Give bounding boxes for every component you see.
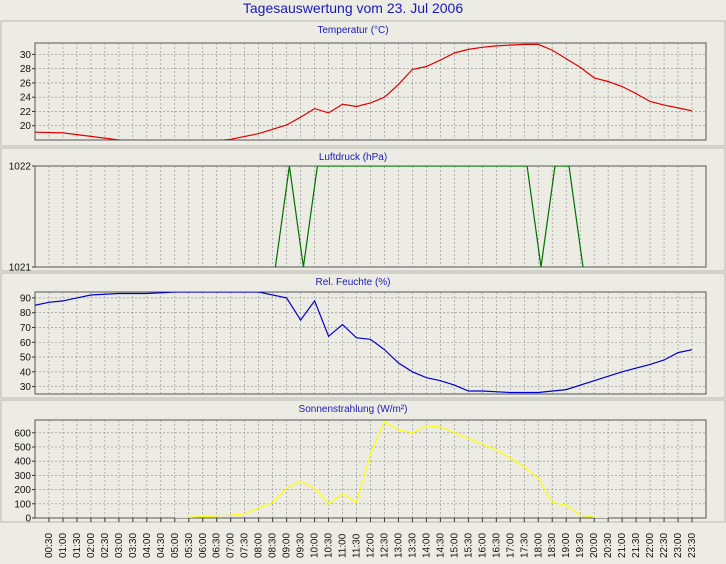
chart-panels: Temperatur (°C) 20 22 24 26 28 30 Luftdruck (hP… [0, 20, 726, 525]
x-tick-label: 12:30 [379, 533, 390, 558]
y-tick-label: 28 [20, 64, 32, 75]
x-tick-label: 13:30 [407, 533, 418, 558]
x-tick-label: 20:30 [603, 533, 614, 558]
series-line [174, 420, 609, 518]
x-tick-label: 06:00 [198, 533, 209, 558]
x-tick-label: 04:30 [156, 533, 167, 558]
y-tick-label: 30 [20, 382, 32, 393]
x-tick-label: 07:30 [240, 533, 251, 558]
panel-title: Rel. Feuchte (%) [315, 277, 390, 288]
x-tick-label: 11:30 [352, 533, 363, 558]
panel-title: Temperatur (°C) [317, 25, 388, 36]
series-line [274, 166, 584, 267]
x-tick-label: 21:00 [617, 533, 628, 558]
y-tick-label: 30 [20, 50, 32, 61]
chart-panel-2: Luftdruck (hPa) 1021 1022 [0, 147, 726, 274]
x-tick-label: 18:30 [547, 533, 558, 558]
x-tick-label: 15:30 [463, 533, 474, 558]
x-tick-label: 08:30 [268, 533, 279, 558]
y-tick-label: 80 [20, 308, 32, 319]
panel-frame [0, 399, 726, 523]
series-line [35, 43, 693, 140]
chart-panel-4: Sonnenstrahlung (W/m²) 0 100 200 300 400 500 60… [0, 399, 726, 525]
x-tick-label: 23:00 [673, 533, 684, 558]
x-tick-label: 09:30 [296, 533, 307, 558]
x-tick-label: 17:30 [519, 533, 530, 558]
x-tick-label: 16:00 [477, 533, 488, 558]
x-tick-label: 13:00 [393, 533, 404, 558]
x-tick-label: 00:30 [44, 533, 55, 558]
x-tick-label: 07:00 [226, 533, 237, 558]
x-tick-label: 21:30 [631, 533, 642, 558]
x-tick-label: 15:00 [449, 533, 460, 558]
panel-title: Luftdruck (hPa) [319, 152, 387, 163]
y-tick-label: 26 [20, 78, 32, 89]
y-tick-label: 60 [20, 338, 32, 349]
y-tick-label: 600 [14, 428, 31, 439]
y-tick-label: 200 [14, 485, 31, 496]
x-tick-label: 01:30 [72, 533, 83, 558]
x-tick-label: 14:30 [435, 533, 446, 558]
x-tick-label: 14:00 [421, 533, 432, 558]
x-tick-label: 19:30 [575, 533, 586, 558]
x-tick-label: 18:00 [533, 533, 544, 558]
y-tick-label: 1021 [9, 263, 32, 274]
x-tick-label: 22:00 [645, 533, 656, 558]
y-tick-label: 100 [14, 499, 31, 510]
x-tick-label: 02:00 [86, 533, 97, 558]
y-tick-label: 70 [20, 323, 32, 334]
x-tick-label: 19:00 [561, 533, 572, 558]
y-tick-label: 20 [20, 121, 32, 132]
y-tick-label: 22 [20, 107, 32, 118]
x-tick-label: 22:30 [659, 533, 670, 558]
panel-title: Sonnenstrahlung (W/m²) [299, 404, 408, 415]
x-tick-label: 05:30 [184, 533, 195, 558]
x-tick-label: 23:30 [687, 533, 698, 558]
y-tick-label: 300 [14, 471, 31, 482]
x-tick-label: 09:00 [282, 533, 293, 558]
x-tick-label: 01:00 [58, 533, 69, 558]
y-tick-label: 500 [14, 442, 31, 453]
x-axis-labels: 00:30 01:00 01:30 02:00 02:30 03:00 03:30 04:00… [44, 518, 698, 558]
panel-frame [0, 20, 726, 147]
y-tick-label: 90 [20, 293, 32, 304]
y-tick-label: 0 [25, 514, 31, 525]
y-tick-label: 1022 [9, 162, 32, 173]
x-tick-label: 03:00 [114, 533, 125, 558]
chart-panel-3: Rel. Feuchte (%) 30 40 50 60 70 80 90 [0, 272, 726, 399]
x-tick-label: 03:30 [128, 533, 139, 558]
x-tick-label: 16:30 [491, 533, 502, 558]
y-tick-label: 24 [20, 93, 32, 104]
x-tick-label: 04:00 [142, 533, 153, 558]
x-tick-label: 08:00 [254, 533, 265, 558]
x-tick-label: 10:00 [310, 533, 321, 558]
panel-frame [0, 147, 726, 272]
y-tick-label: 50 [20, 353, 32, 364]
x-tick-label: 06:30 [212, 533, 223, 558]
panel-frame [0, 272, 726, 399]
x-tick-label: 11:00 [338, 533, 349, 558]
plot-area [34, 291, 707, 395]
chart-panel-1: Temperatur (°C) 20 22 24 26 28 30 [0, 20, 726, 147]
series-line [35, 292, 693, 394]
x-tick-label: 05:00 [170, 533, 181, 558]
x-tick-label: 17:00 [505, 533, 516, 558]
y-tick-label: 40 [20, 367, 32, 378]
page-title: Tagesauswertung vom 23. Jul 2006 [243, 0, 463, 16]
x-tick-label: 12:00 [366, 533, 377, 558]
y-tick-label: 400 [14, 457, 31, 468]
x-tick-label: 02:30 [100, 533, 111, 558]
x-tick-label: 20:00 [589, 533, 600, 558]
x-tick-label: 10:30 [324, 533, 335, 558]
